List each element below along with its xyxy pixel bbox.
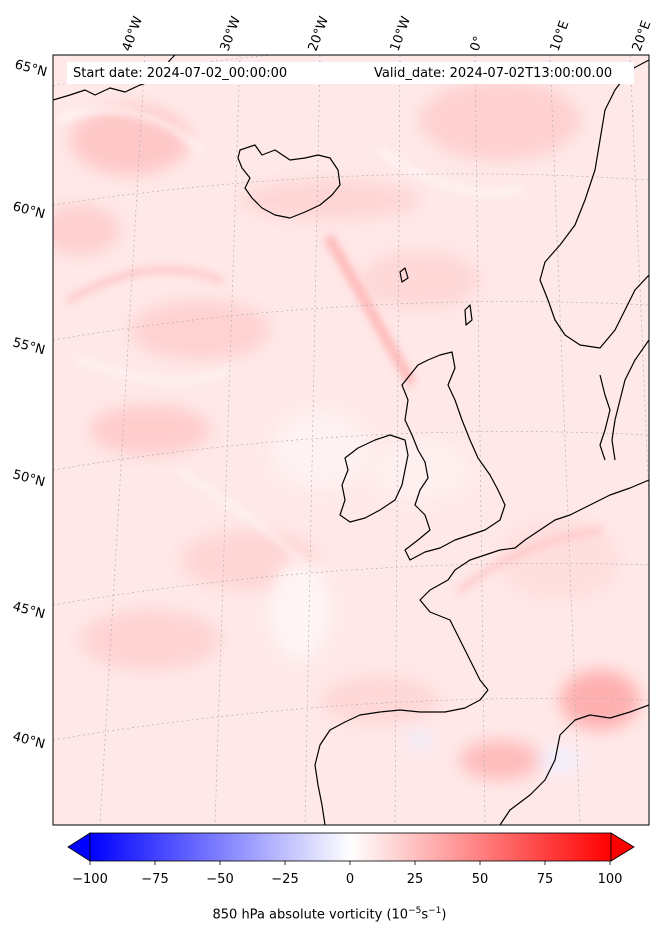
colorbar-body <box>89 832 612 862</box>
lon-label: 10°E <box>548 19 573 54</box>
colorbar-title-exp1: −5 <box>408 906 422 916</box>
ireland-coast <box>339 434 409 523</box>
map-frame <box>52 54 650 826</box>
lat-label: 55°N <box>11 335 47 358</box>
colorbar-title: 850 hPa absolute vorticity (10−5s−1) <box>0 906 659 922</box>
coastlines <box>53 55 649 825</box>
colorbar-title-main: 850 hPa absolute vorticity (10 <box>212 907 409 923</box>
colorbar-extend-min <box>67 832 91 862</box>
colorbar-ticks <box>89 861 611 865</box>
faroe-islands <box>399 267 409 283</box>
lat-label: 65°N <box>13 57 49 80</box>
valid-date-label: Valid_date: 2024-07-02T13:00:00.00 <box>374 66 613 81</box>
lon-label: 20°W <box>306 14 332 53</box>
map-panel <box>53 55 649 825</box>
lat-label: 40°N <box>11 729 47 752</box>
continental-coast <box>419 479 649 691</box>
colorbar: −100 −75 −50 −25 0 25 50 75 100 <box>67 832 635 887</box>
lon-label: 20°E <box>630 19 655 54</box>
colorbar-tick-label: 0 <box>346 872 354 887</box>
start-date-label: Start date: 2024-07-02_00:00:00 <box>73 66 288 81</box>
iberia-coast <box>314 689 489 825</box>
colorbar-extend-max <box>610 832 635 862</box>
mediterranean-coast <box>499 704 649 825</box>
lat-label: 45°N <box>11 599 47 622</box>
lon-label: 10°W <box>388 14 414 53</box>
colorbar-tick-label: 100 <box>598 872 623 887</box>
norway-coast <box>539 59 649 349</box>
lat-label: 50°N <box>11 467 47 490</box>
header-strip <box>67 62 634 84</box>
colorbar-tick-label: −100 <box>72 872 108 887</box>
colorbar-tick-label: −50 <box>206 872 233 887</box>
lat-label: 60°N <box>11 199 47 222</box>
colorbar-tick-labels: −100 −75 −50 −25 0 25 50 75 100 <box>72 872 622 887</box>
vorticity-streaks <box>57 107 603 593</box>
colorbar-tick-label: 25 <box>407 872 424 887</box>
lon-label: 40°W <box>120 14 146 53</box>
lon-label: 0° <box>468 34 487 53</box>
colorbar-tick-label: −75 <box>141 872 168 887</box>
great-britain-coast <box>401 351 506 561</box>
lon-label: 30°W <box>218 14 244 53</box>
iceland-coast <box>237 144 341 219</box>
colorbar-title-exp2: −1 <box>428 906 442 916</box>
longitude-labels: 40°W 30°W 20°W 10°W 0° 10°E 20°E <box>120 14 655 53</box>
colorbar-title-end: ) <box>441 907 447 923</box>
denmark-coast <box>599 374 611 461</box>
vorticity-patches <box>53 80 640 780</box>
shetland-islands <box>464 304 473 326</box>
colorbar-tick-label: 50 <box>472 872 489 887</box>
sweden-coast <box>611 339 649 461</box>
colorbar-tick-label: 75 <box>537 872 554 887</box>
latitude-labels: 65°N 60°N 55°N 50°N 45°N 40°N <box>11 57 49 752</box>
colorbar-title-mid: s <box>421 907 429 923</box>
colorbar-tick-label: −25 <box>271 872 298 887</box>
